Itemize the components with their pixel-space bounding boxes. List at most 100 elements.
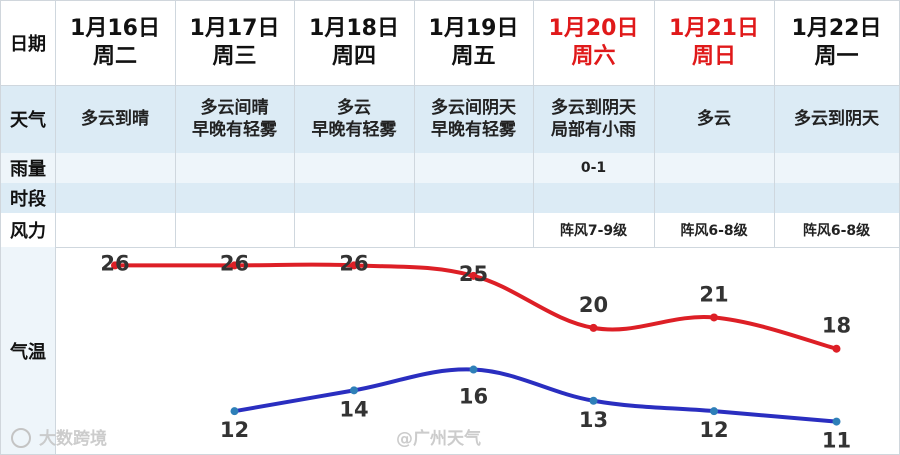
day-date: 1月20日 <box>548 16 639 41</box>
low-temp-label: 12 <box>220 418 249 442</box>
day-rain <box>414 153 533 183</box>
day-of-week: 周六 <box>571 44 616 69</box>
low-temp-label: 11 <box>822 429 851 453</box>
high-temp-point <box>111 261 119 270</box>
weather-row: 天气 多云到晴 多云间晴 早晚有轻雾 多云 早晚有轻雾 多云间阴天 早晚有轻雾 多云到阴天 局部… <box>1 85 899 153</box>
day-date: 1月17日 <box>189 16 280 41</box>
column-divider <box>654 1 655 247</box>
high-temp-label: 21 <box>699 282 728 306</box>
weather-desc: 早晚有轻雾 <box>311 120 397 140</box>
weather-desc: 局部有小雨 <box>551 120 636 140</box>
low-temp-point <box>832 417 841 426</box>
day-of-week: 周四 <box>331 44 376 69</box>
weather-label: 天气 <box>10 110 46 131</box>
column-divider <box>55 1 56 247</box>
rain-amount: 0-1 <box>580 160 607 176</box>
low-temp-point <box>710 407 718 416</box>
high-temp-point <box>832 344 841 353</box>
day-weather: 多云间阴天 早晚有轻雾 <box>414 85 533 153</box>
day-of-week: 周日 <box>691 44 736 69</box>
weather-desc: 早晚有轻雾 <box>192 120 277 140</box>
weather-desc: 多云到阴天 <box>551 98 636 118</box>
low-temp-point <box>589 396 598 405</box>
day-header: 1月22日周一 <box>774 1 899 85</box>
low-temp-label: 13 <box>579 408 608 432</box>
high-temp-point <box>230 261 239 270</box>
weather-desc: 多云 <box>697 109 731 129</box>
high-temp-label: 18 <box>822 314 851 338</box>
column-divider <box>414 1 415 247</box>
low-temp-label: 14 <box>339 397 368 421</box>
high-temp-label: 26 <box>100 251 129 275</box>
high-temp-point <box>469 271 478 280</box>
day-weather: 多云 <box>654 85 774 153</box>
row-divider <box>1 85 899 86</box>
high-temp-point <box>710 313 718 322</box>
low-temp-point <box>350 386 358 395</box>
column-divider <box>774 1 775 247</box>
day-of-week: 周二 <box>92 44 137 69</box>
day-wind <box>55 213 175 247</box>
row-divider <box>1 247 899 248</box>
day-date: 1月19日 <box>428 16 519 41</box>
day-weather: 多云到阴天 局部有小雨 <box>533 85 654 153</box>
date-label: 日期 <box>10 34 46 55</box>
period-label: 时段 <box>10 189 46 210</box>
day-header: 1月19日周五 <box>414 1 533 85</box>
day-weather: 多云间晴 早晚有轻雾 <box>175 85 294 153</box>
column-divider <box>175 1 176 247</box>
high-temp-label: 20 <box>579 293 608 317</box>
high-temp-point <box>589 323 598 332</box>
high-temp-label: 25 <box>459 262 488 286</box>
day-weather: 多云到阴天 <box>774 85 899 153</box>
day-rain <box>774 153 899 183</box>
date-row: 日期 1月16日 周二 1月17日 周三 1月18日 周四 1月19日 周五 1月20日 周六 1月… <box>1 1 899 85</box>
wind-row: 风力 阵风7-9级 阵风6-8级 阵风6-8级 <box>1 213 899 247</box>
day-date: 1月22日 <box>791 16 882 41</box>
day-wind: 阵风7-9级 <box>533 213 654 247</box>
low-temp-line <box>232 367 839 424</box>
day-wind: 阵风6-8级 <box>654 213 774 247</box>
day-rain <box>55 153 175 183</box>
high-temp-point <box>350 261 358 270</box>
wind-level: 阵风6-8级 <box>680 223 748 239</box>
rain-row: 雨量 0-1 <box>1 153 899 183</box>
day-header: 1月20日周六 <box>533 1 654 85</box>
day-of-week: 周五 <box>451 44 496 69</box>
day-header: 1月21日周日 <box>654 1 774 85</box>
day-wind <box>414 213 533 247</box>
column-divider <box>533 1 534 247</box>
day-wind: 阵风6-8级 <box>774 213 899 247</box>
period-row: 时段 <box>1 183 899 213</box>
low-temp-label: 16 <box>459 385 488 409</box>
temperature-line-chart: 大数跨境 @广州天气 26 26 26 25 20 21 18 12 14 16 13 12 11 <box>11 251 851 453</box>
weather-desc: 多云 <box>337 98 371 118</box>
temperature-chart-area: 气温 大数跨境 @广州天气 26 26 26 25 20 21 18 12 14 16 13 12 11 <box>1 247 899 454</box>
column-divider <box>294 1 295 247</box>
rain-label: 雨量 <box>10 159 46 180</box>
day-rain <box>654 153 774 183</box>
watermark-left: 大数跨境 <box>39 428 107 449</box>
day-header: 1月18日周四 <box>294 1 414 85</box>
day-of-week: 周一 <box>814 44 859 69</box>
day-date: 1月18日 <box>309 16 399 41</box>
day-header: 1月17日周三 <box>175 1 294 85</box>
weather-desc: 多云到阴天 <box>794 109 879 129</box>
weather-desc: 多云间晴 <box>200 98 269 118</box>
high-temp-label: 26 <box>339 251 368 275</box>
temp-label: 气温 <box>10 341 46 363</box>
day-header: 1月16日周二 <box>55 1 175 85</box>
low-temp-point <box>230 407 239 416</box>
day-rain: 0-1 <box>533 153 654 183</box>
watermark-logo-icon <box>11 428 31 448</box>
day-rain <box>294 153 414 183</box>
watermark-center: @广州天气 <box>396 428 481 449</box>
temp-label-cell: 气温 <box>1 247 55 454</box>
day-weather: 多云到晴 <box>55 85 175 153</box>
day-of-week: 周三 <box>212 44 257 69</box>
day-date: 1月16日 <box>70 16 160 41</box>
day-date: 1月21日 <box>669 16 759 41</box>
weather-desc: 早晚有轻雾 <box>431 120 516 140</box>
wind-level: 阵风7-9级 <box>559 223 628 239</box>
